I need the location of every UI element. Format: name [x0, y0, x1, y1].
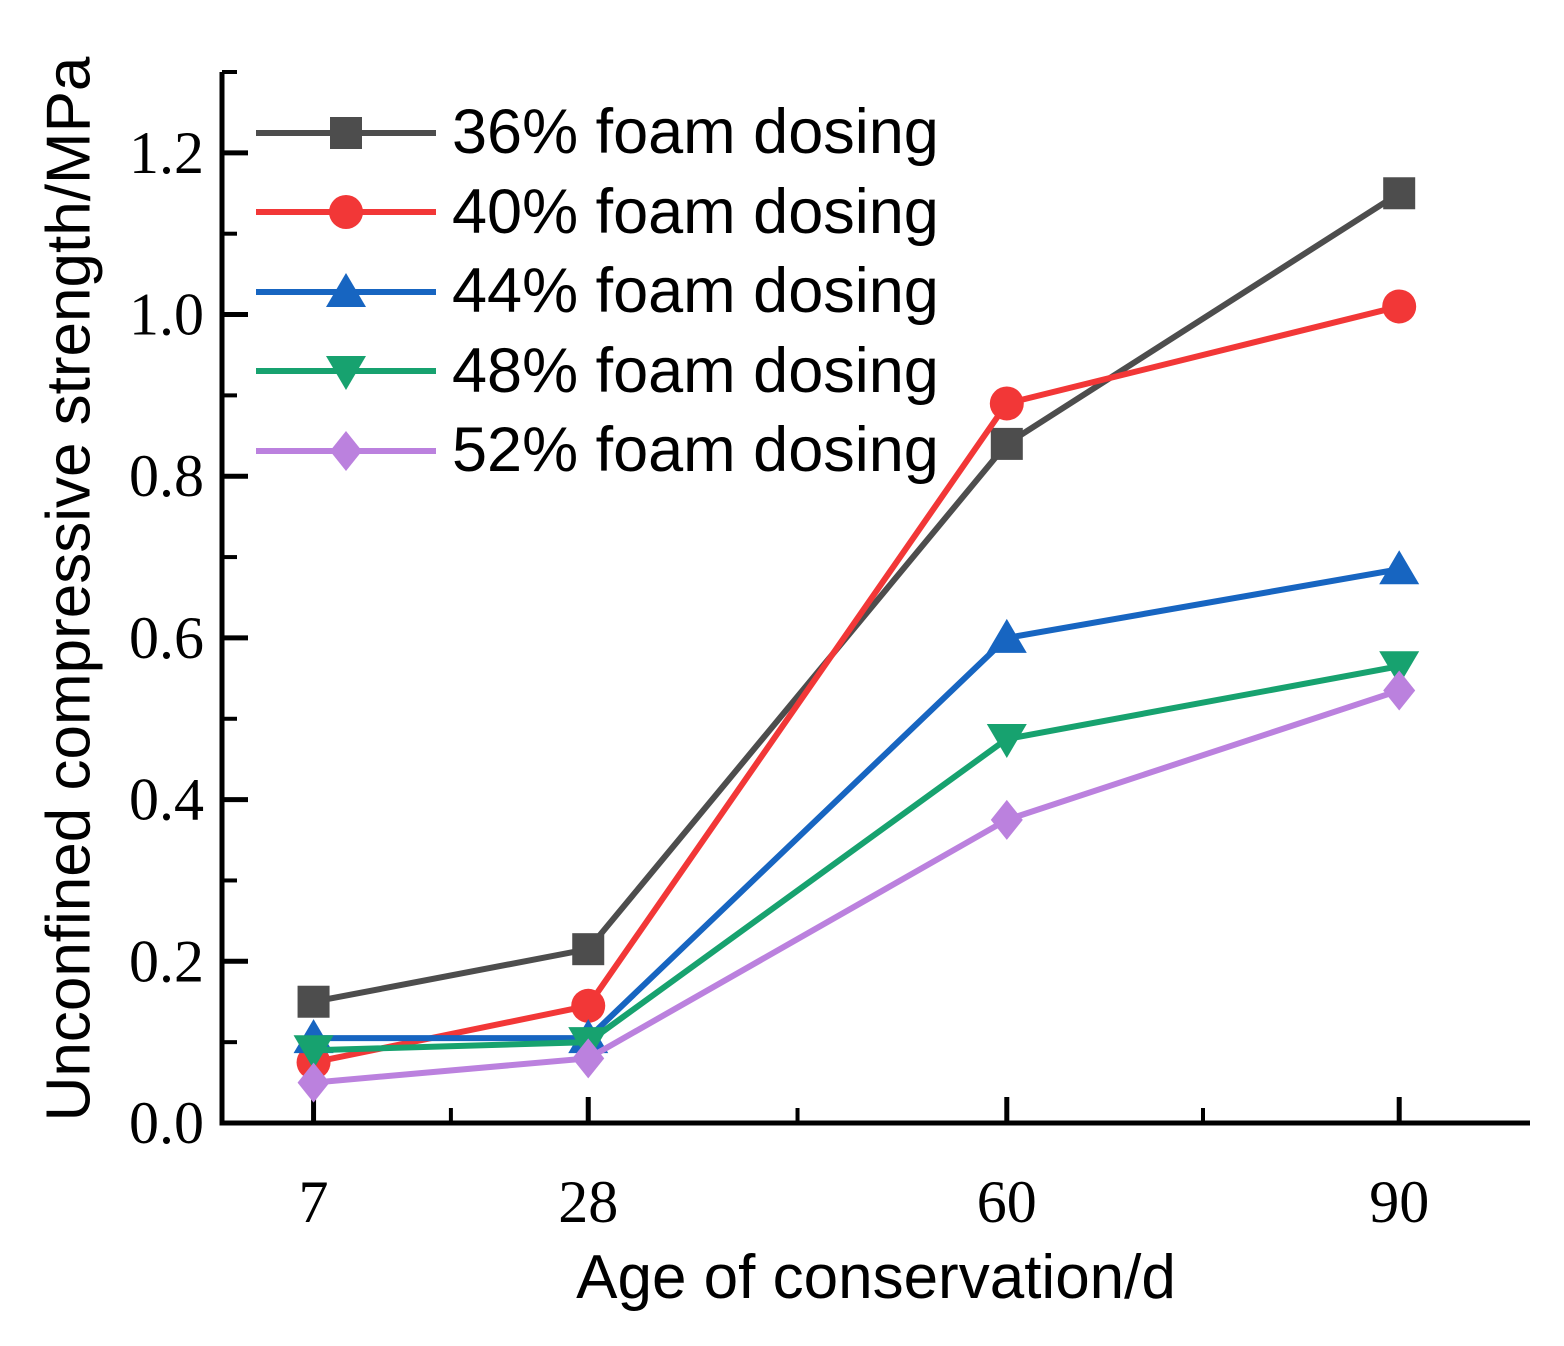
- legend-swatch-triangle-up: [256, 272, 436, 307]
- series-line-52-foam-dosing: [313, 687, 1401, 1086]
- y-tick-label: 0.8: [129, 443, 204, 509]
- x-axis-title: Age of conservation/d: [576, 1243, 1176, 1312]
- series-36-foam-dosing: [297, 177, 1416, 1018]
- y-tick-label: 0.4: [129, 767, 204, 833]
- series-line-44-foam-dosing: [313, 566, 1400, 1042]
- data-point-48-foam-dosing: [1379, 651, 1420, 686]
- legend-item-36-foam-dosing: 36% foam dosing: [256, 93, 939, 173]
- legend-swatch-square: [256, 116, 436, 149]
- data-point-48-foam-dosing: [986, 723, 1027, 758]
- series-line-36-foam-dosing: [312, 190, 1401, 1005]
- legend-item-40-foam-dosing: 40% foam dosing: [256, 173, 939, 253]
- legend-label: 48% foam dosing: [452, 335, 939, 406]
- data-point-52-foam-dosing: [1383, 670, 1416, 711]
- legend-label: 36% foam dosing: [452, 97, 939, 168]
- data-point-52-foam-dosing: [297, 1062, 330, 1103]
- legend-marker-triangle-down: [326, 356, 366, 391]
- y-tick-label: 0.6: [129, 605, 204, 671]
- y-tick-label: 0.2: [129, 928, 204, 994]
- legend-marker-triangle-up: [326, 272, 366, 307]
- x-tick-label: 60: [977, 1169, 1037, 1235]
- series-48-foam-dosing: [293, 651, 1420, 1070]
- y-tick-label: 1.2: [129, 120, 204, 186]
- data-point-40-foam-dosing: [571, 988, 606, 1023]
- data-point-36-foam-dosing: [572, 933, 605, 966]
- legend-item-52-foam-dosing: 52% foam dosing: [256, 411, 939, 491]
- chart-legend: 36% foam dosing 40% foam dosing 44% foam d…: [256, 93, 939, 491]
- data-point-40-foam-dosing: [989, 386, 1024, 421]
- legend-marker-circle: [329, 195, 363, 230]
- legend-item-48-foam-dosing: 48% foam dosing: [256, 332, 939, 412]
- legend-marker-diamond: [330, 430, 362, 471]
- legend-label: 44% foam dosing: [452, 256, 939, 327]
- y-tick-label: 1.0: [129, 282, 204, 348]
- legend-label: 52% foam dosing: [452, 415, 939, 486]
- y-tick-label: 0.0: [129, 1090, 204, 1156]
- data-point-48-foam-dosing: [293, 1035, 334, 1070]
- legend-swatch-triangle-down: [256, 356, 436, 391]
- data-point-44-foam-dosing: [986, 618, 1027, 653]
- series-line-40-foam-dosing: [312, 303, 1400, 1066]
- series-52-foam-dosing: [297, 670, 1416, 1103]
- legend-item-44-foam-dosing: 44% foam dosing: [256, 252, 939, 332]
- data-point-40-foam-dosing: [1382, 289, 1417, 324]
- legend-swatch-circle: [256, 195, 436, 230]
- data-point-44-foam-dosing: [1379, 550, 1420, 585]
- data-point-36-foam-dosing: [297, 985, 330, 1018]
- legend-swatch-diamond: [256, 430, 436, 471]
- y-axis-title: Unconfined compressive strength/MPa: [34, 56, 104, 1122]
- legend-label: 40% foam dosing: [452, 176, 939, 247]
- x-tick-label: 90: [1369, 1169, 1429, 1235]
- x-tick-label: 28: [558, 1169, 618, 1235]
- series-line-48-foam-dosing: [313, 663, 1400, 1054]
- x-tick-label: 7: [299, 1169, 329, 1235]
- data-point-36-foam-dosing: [990, 427, 1023, 460]
- data-point-52-foam-dosing: [572, 1038, 605, 1079]
- series-40-foam-dosing: [296, 289, 1417, 1080]
- data-point-36-foam-dosing: [1383, 177, 1416, 210]
- legend-marker-square: [330, 116, 362, 149]
- data-point-52-foam-dosing: [990, 799, 1023, 840]
